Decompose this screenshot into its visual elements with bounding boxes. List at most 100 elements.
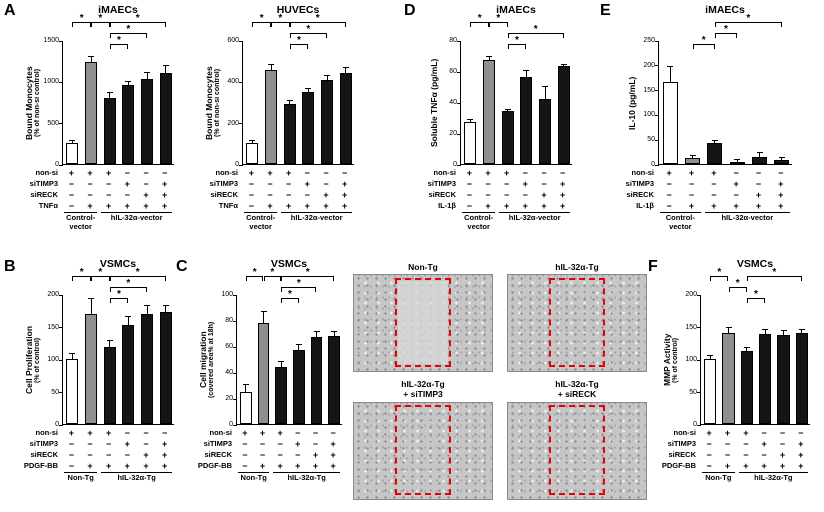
sig-bracket: * <box>109 278 147 292</box>
y-tick-mark <box>697 424 701 426</box>
group-label: Non-Tg <box>240 473 267 482</box>
error-bar-cap <box>725 326 732 328</box>
matrix-cell: + <box>124 460 130 471</box>
y-tick-mark <box>239 81 243 83</box>
sig-bracket: * <box>109 13 166 27</box>
matrix-cell: − <box>755 178 762 189</box>
matrix-row-label: non-si <box>433 168 457 177</box>
sig-star: * <box>126 24 131 35</box>
error-bar <box>692 155 693 158</box>
bar <box>320 80 334 164</box>
sig-star: * <box>297 35 301 46</box>
matrix-cell: − <box>779 427 786 438</box>
matrix-cell: − <box>68 449 74 460</box>
matrix-cell: − <box>711 178 717 189</box>
y-axis-label: Cell Proliferation (% of control) <box>16 295 41 425</box>
y-axis-label-main: IL-10 (pg/mL) <box>627 76 637 130</box>
plot-area: * * * * * <box>59 267 174 426</box>
sig-bracket: * <box>470 13 489 27</box>
group-label: hIL-32α-vector <box>110 213 163 222</box>
matrix-cell: + <box>798 449 804 460</box>
sig-bracket: * <box>746 267 802 281</box>
y-tick-mark <box>655 90 659 92</box>
error-bar-cap <box>560 63 567 65</box>
scratch-clear-area <box>398 280 448 365</box>
matrix-cell: − <box>733 189 739 200</box>
bar <box>257 322 270 424</box>
matrix-row: siTIMP3 − − − + − + <box>612 178 792 189</box>
sig-bracket: * <box>72 267 91 281</box>
y-axis-label-main: MMP Activity <box>662 333 672 387</box>
bar <box>339 73 352 164</box>
matrix-cell: + <box>87 427 93 438</box>
matrix-cell: − <box>286 178 292 189</box>
error-bar <box>801 329 803 333</box>
matrix-cell: − <box>312 438 319 449</box>
chart-title: VSMCs <box>99 258 137 270</box>
matrix-cell: − <box>295 449 301 460</box>
error-bar <box>728 327 729 333</box>
y-tick-label: 500 <box>47 119 59 127</box>
matrix-cell: + <box>733 178 739 189</box>
y-tick-mark <box>697 392 701 393</box>
y-tick-mark <box>697 359 701 361</box>
micrograph-label: Non-Tg <box>408 262 438 272</box>
error-bar <box>469 119 471 123</box>
bar <box>774 160 790 164</box>
group-line <box>499 212 570 213</box>
matrix-row: non-si + + + − − − <box>198 167 354 178</box>
group: hIL-32α-vector <box>99 212 174 231</box>
error-bar <box>507 109 509 112</box>
matrix-cell: + <box>161 438 168 449</box>
matrix-cell: + <box>323 189 329 200</box>
group-line <box>273 472 340 473</box>
matrix-cell: − <box>277 449 283 460</box>
matrix-cell: − <box>755 167 762 178</box>
error-bar-cap <box>762 329 769 331</box>
y-tick-mark <box>655 65 659 67</box>
error-bar-cap <box>756 151 763 153</box>
matrix-cell: + <box>330 449 336 460</box>
y-tick-mark <box>233 372 237 374</box>
micrograph-image <box>507 401 647 500</box>
group-line <box>101 472 172 473</box>
sig-star: * <box>117 35 121 46</box>
matrix-cell: + <box>312 460 319 471</box>
matrix-cell: + <box>161 460 168 471</box>
matrix-row: PDGF-BB − + + + + + <box>16 460 174 471</box>
matrix-cell: − <box>242 438 248 449</box>
error-bar-cap <box>162 65 169 67</box>
error-bar <box>333 331 335 336</box>
matrix-cell: + <box>286 167 292 178</box>
y-tick-label: 20 <box>225 395 233 402</box>
matrix-row-label: siTIMP3 <box>427 179 456 188</box>
matrix-row-label: siTIMP3 <box>209 179 238 188</box>
matrix-cell: + <box>106 167 112 178</box>
matrix-cell: − <box>124 167 130 178</box>
error-bar-cap <box>342 66 349 68</box>
error-bar <box>525 71 527 78</box>
error-bar <box>251 141 253 144</box>
y-tick-mark <box>239 164 243 166</box>
matrix-row-label: siRECK <box>204 450 232 459</box>
matrix-cell: − <box>143 427 149 438</box>
matrix-cell: − <box>485 189 491 200</box>
matrix-cell: + <box>68 167 74 178</box>
matrix-cell: + <box>755 200 762 211</box>
error-bar-cap <box>295 343 302 345</box>
matrix-row: non-si + + + − − − <box>612 167 792 178</box>
plot-area: * * * * <box>457 13 572 166</box>
bracket-headroom <box>198 17 354 41</box>
treatment-matrix: non-si + + + − − − siTIMP3− − − + − + siRECK − − − − + + TNF… <box>16 167 174 211</box>
matrix-cell: + <box>778 200 784 211</box>
y-tick-label: 200 <box>227 119 239 127</box>
matrix-cell: − <box>761 427 767 438</box>
group-label: hIL-32α-Tg <box>754 473 793 482</box>
matrix-cell: − <box>106 438 112 449</box>
sig-bracket: * <box>109 289 129 303</box>
micrograph-image <box>353 401 493 500</box>
matrix-cell: − <box>706 460 712 471</box>
bar <box>264 69 278 164</box>
matrix-cell: − <box>485 178 491 189</box>
matrix-cell: − <box>504 178 510 189</box>
